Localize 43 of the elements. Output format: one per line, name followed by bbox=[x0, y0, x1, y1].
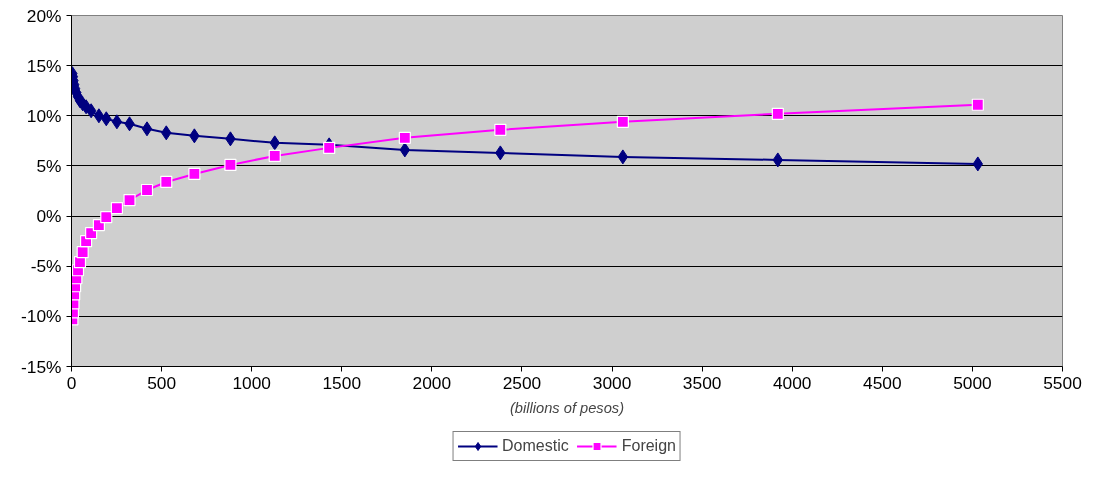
point bbox=[494, 123, 507, 136]
y-tick-label: 5% bbox=[36, 155, 62, 176]
point bbox=[140, 183, 154, 197]
point bbox=[771, 107, 784, 120]
x-tick-label: 4500 bbox=[863, 372, 902, 393]
y-tick-label: -5% bbox=[30, 256, 62, 277]
y-tick-label: -15% bbox=[21, 356, 62, 377]
x-tick-label: 2500 bbox=[502, 372, 542, 393]
x-tick-label: 0 bbox=[66, 372, 77, 393]
point bbox=[93, 108, 105, 124]
point bbox=[111, 114, 123, 130]
point bbox=[616, 115, 629, 128]
point bbox=[123, 193, 136, 207]
y-tick-label: 10% bbox=[26, 105, 62, 126]
point bbox=[971, 98, 984, 111]
x-tick-label: 5500 bbox=[1043, 372, 1082, 393]
point bbox=[160, 175, 173, 189]
x-tick-label: 5000 bbox=[953, 372, 992, 393]
y-tick-label: 0% bbox=[36, 206, 62, 227]
x-tick-label: 500 bbox=[147, 372, 177, 393]
point bbox=[224, 158, 237, 172]
point bbox=[110, 201, 124, 215]
point bbox=[617, 149, 629, 165]
legend-label: Foreign bbox=[621, 437, 676, 455]
x-axis-title: (billions of pesos) bbox=[509, 399, 625, 416]
x-tick-label: 3500 bbox=[682, 372, 722, 393]
x-tick-label: 1000 bbox=[232, 372, 271, 393]
point bbox=[398, 131, 411, 144]
y-tick-label: 15% bbox=[26, 55, 62, 76]
x-tick-label: 4000 bbox=[772, 372, 812, 393]
point bbox=[188, 167, 201, 181]
x-tick-label: 2000 bbox=[412, 372, 452, 393]
point bbox=[268, 149, 281, 162]
y-tick-label: 20% bbox=[26, 5, 62, 26]
point bbox=[100, 210, 113, 224]
x-tick-label: 1500 bbox=[322, 372, 362, 393]
point bbox=[141, 121, 153, 137]
point bbox=[76, 246, 89, 259]
y-tick-label: -10% bbox=[21, 306, 62, 327]
point bbox=[323, 141, 336, 154]
x-tick-label: 3000 bbox=[592, 372, 632, 393]
point bbox=[85, 103, 97, 119]
legend-label: Domestic bbox=[502, 437, 569, 455]
